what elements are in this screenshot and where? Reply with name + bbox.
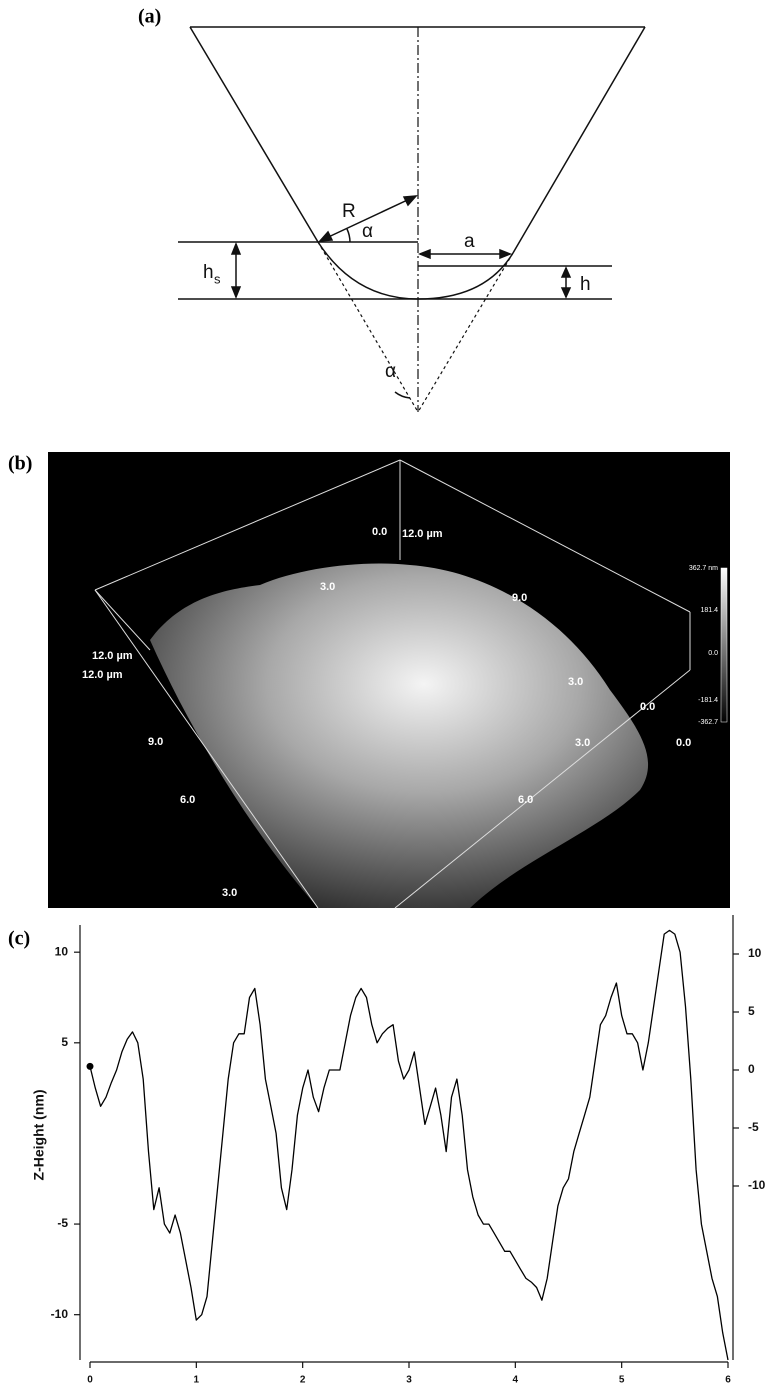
y2-tick-label: -5 <box>748 1120 759 1134</box>
hs-label: h <box>203 262 214 283</box>
y2-tick-label: 0 <box>748 1062 755 1076</box>
cone-left <box>189 26 319 243</box>
data-line <box>89 929 729 1361</box>
line-chart: 10 5 -5 -10 10 5 0 -5 -10 0 1 2 3 4 5 6 <box>51 915 766 1386</box>
arrow-heads <box>417 248 513 260</box>
colorbar-label: 362.7 nm <box>689 565 718 572</box>
y-tick-label: 10 <box>55 944 69 958</box>
afm-axis-label: 12.0 µm <box>92 650 133 662</box>
spherical-cap <box>317 241 514 300</box>
afm-axis-label: 9.0 <box>512 592 527 604</box>
cone-extension <box>317 241 419 413</box>
afm-axis-label: 12.0 µm <box>402 528 443 540</box>
start-point <box>86 1062 94 1070</box>
x-tick-label: 2 <box>300 1375 306 1386</box>
y-tick-label: -10 <box>51 1307 69 1321</box>
x-tick-label: 6 <box>725 1375 731 1386</box>
y-axis-title: Z-Height (nm) <box>31 1090 47 1181</box>
y2-tick-label: 10 <box>748 946 762 960</box>
colorbar-label: 0.0 <box>708 650 718 657</box>
afm-surface <box>150 563 649 908</box>
angle-arc <box>346 228 351 243</box>
afm-box <box>94 459 691 909</box>
afm-axis-label: 0.0 <box>640 701 655 713</box>
colorbar-label: -181.4 <box>698 697 718 704</box>
afm-axis-label: 0.0 <box>372 526 387 538</box>
angle-label: α <box>362 221 373 242</box>
panel-label: (a) <box>138 6 161 28</box>
y-tick-label: 5 <box>61 1035 68 1049</box>
x-tick-label: 4 <box>513 1375 519 1386</box>
cone-right <box>512 26 646 254</box>
arrow-heads <box>230 241 242 300</box>
panel-label: (c) <box>8 928 30 950</box>
y2-tick-label: 5 <box>748 1004 755 1018</box>
angle-arc <box>394 391 411 399</box>
afm-axis-label: 9.0 <box>148 736 163 748</box>
y2-tick-label: -10 <box>748 1178 766 1192</box>
afm-axis-label: 3.0 <box>575 737 590 749</box>
x-tick-label: 3 <box>406 1375 412 1386</box>
cone-extension <box>417 252 514 413</box>
radius-label: R <box>342 201 356 222</box>
y-tick-label: -5 <box>57 1216 68 1230</box>
afm-axis-label: 6.0 <box>180 794 195 806</box>
afm-axis-label: 6.0 <box>518 794 533 806</box>
x-tick-label: 5 <box>619 1375 625 1386</box>
arrow-heads <box>560 266 572 299</box>
x-tick-label: 1 <box>194 1375 200 1386</box>
afm-axis-label: 3.0 <box>222 887 237 899</box>
panel-label: (b) <box>8 453 32 475</box>
x-tick-label: 0 <box>87 1375 93 1386</box>
colorbar-label: 181.4 <box>700 607 718 614</box>
afm-axis-label: 3.0 <box>320 581 335 593</box>
colorbar-label: -362.7 <box>698 719 718 726</box>
h-label: h <box>580 274 591 295</box>
afm-axis-label: 0.0 <box>676 737 691 749</box>
radius-arrow <box>321 195 417 241</box>
diagram <box>178 26 646 413</box>
afm-axis-label: 12.0 µm <box>82 669 123 681</box>
a-label: a <box>464 231 475 252</box>
afm-image <box>48 452 730 909</box>
angle-label: α <box>385 361 396 382</box>
hs-subscript: s <box>214 271 221 286</box>
afm-labels: 0.0 12.0 µm 3.0 9.0 12.0 µm 12.0 µm 9.0 6.0 3.0 3… <box>82 526 718 899</box>
arrow-heads <box>318 195 418 242</box>
colorbar <box>720 567 728 723</box>
afm-axis-label: 3.0 <box>568 676 583 688</box>
